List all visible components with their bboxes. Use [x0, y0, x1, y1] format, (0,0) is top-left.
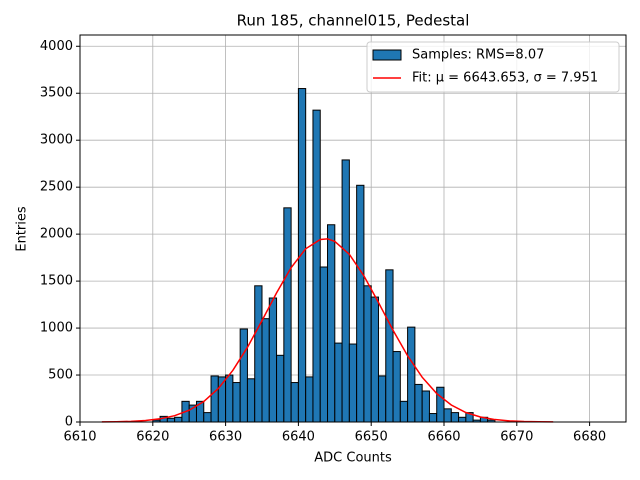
- histogram-bar: [377, 375, 387, 423]
- histogram-bar: [414, 383, 423, 423]
- x-tick-label: 6670: [500, 430, 533, 445]
- legend-label: Samples: RMS=8.07: [412, 48, 544, 63]
- histogram-bar: [246, 378, 256, 423]
- histogram-bar: [392, 351, 401, 423]
- histogram-bar: [268, 297, 278, 423]
- histogram-bar: [348, 343, 358, 423]
- histogram-bar: [407, 326, 416, 423]
- histogram-bar: [341, 159, 350, 423]
- histogram-bar: [458, 416, 467, 423]
- histogram-bar: [232, 382, 241, 423]
- y-tick-label: 1500: [40, 274, 73, 289]
- histogram-bar: [356, 184, 365, 423]
- histogram-bar: [283, 207, 292, 423]
- histogram-bar: [436, 386, 445, 423]
- y-tick-label: 1000: [40, 321, 73, 336]
- x-tick-label: 6680: [573, 430, 606, 445]
- histogram-bar: [254, 285, 263, 423]
- y-tick-label: 4000: [40, 39, 73, 54]
- histogram-bar: [305, 376, 314, 423]
- x-axis-label: ADC Counts: [314, 451, 392, 466]
- y-tick-label: 3000: [40, 133, 73, 148]
- histogram-bar: [210, 375, 219, 423]
- y-tick-label: 2000: [40, 227, 73, 242]
- histogram-bar: [166, 417, 176, 423]
- legend-swatch: [372, 49, 402, 61]
- histogram-bar: [319, 266, 329, 423]
- histogram-bar: [450, 412, 460, 423]
- x-tick-label: 6630: [209, 430, 242, 445]
- y-axis-label: Entries: [15, 206, 30, 252]
- chart-title: Run 185, channel015, Pedestal: [237, 12, 470, 30]
- x-tick-label: 6640: [282, 430, 315, 445]
- histogram-bar: [363, 285, 372, 423]
- y-tick-label: 0: [65, 415, 73, 430]
- x-tick-label: 6650: [355, 430, 388, 445]
- histogram-bar: [443, 408, 452, 423]
- x-tick-label: 6660: [427, 430, 460, 445]
- histogram-bar: [203, 412, 212, 423]
- histogram-bar: [174, 416, 183, 423]
- histogram-bar: [370, 296, 379, 423]
- histogram-bar: [261, 318, 270, 423]
- fit-line: [101, 238, 554, 423]
- x-tick-label: 6610: [63, 430, 96, 445]
- histogram-bar: [421, 390, 430, 423]
- grid: [79, 35, 626, 423]
- histogram-bar: [276, 354, 285, 423]
- histogram-bar: [428, 413, 438, 423]
- y-tick-label: 500: [48, 368, 73, 383]
- histogram-bar: [239, 328, 248, 423]
- y-tick-label: 2500: [40, 180, 73, 195]
- histogram-bar: [327, 224, 336, 423]
- histogram-bar: [290, 382, 299, 423]
- y-tick-label: 3500: [40, 86, 73, 101]
- legend-label: Fit: μ = 6643.653, σ = 7.951: [412, 71, 598, 86]
- histogram-bar: [399, 400, 409, 423]
- histogram-bar: [385, 269, 394, 423]
- histogram-bar: [334, 342, 343, 423]
- plot-frame: [79, 34, 627, 423]
- histogram-bar: [225, 374, 234, 423]
- histogram-bar: [297, 88, 307, 423]
- legend-box: [366, 41, 620, 93]
- histogram-bar: [312, 109, 321, 423]
- x-tick-label: 6620: [136, 430, 169, 445]
